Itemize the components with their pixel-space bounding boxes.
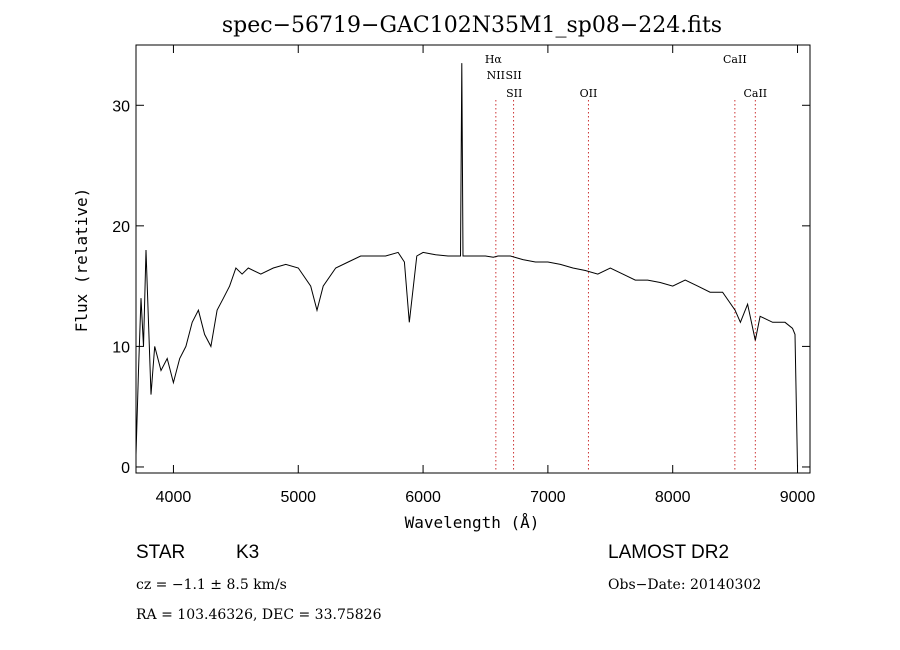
line-marker-label: CaII: [723, 53, 747, 66]
line-marker-label: NII: [487, 69, 505, 82]
redshift-text: cz = −1.1 ± 8.5 km/s: [136, 577, 287, 593]
x-axis-ticks: 4000 5000 6000 7000 8000 9000: [156, 45, 816, 506]
y-axis-label: Flux (relative): [72, 188, 91, 333]
y-tick-label: 30: [112, 98, 130, 115]
obs-date: Obs−Date: 20140302: [608, 577, 761, 593]
spectrum-line: [135, 63, 798, 468]
line-marker-label: SII: [505, 69, 521, 82]
object-subclass: K3: [236, 542, 259, 563]
plot-area: [135, 44, 811, 474]
y-tick-label: 0: [121, 460, 130, 477]
x-tick-label: 6000: [405, 489, 441, 506]
x-axis-label: Wavelength (Å): [405, 513, 540, 532]
emission-line-markers: Hα NII SII SII OII CaII CaII: [485, 53, 767, 471]
x-tick-label: 7000: [530, 489, 566, 506]
y-axis-ticks: 0 10 20 30: [112, 98, 810, 477]
x-tick-label: 9000: [780, 489, 816, 506]
line-marker-label: Hα: [485, 53, 503, 66]
x-tick-label: 4000: [156, 489, 192, 506]
y-tick-label: 20: [112, 219, 130, 236]
line-marker-label: OII: [580, 87, 598, 100]
y-tick-label: 10: [112, 339, 130, 356]
chart-title: spec−56719−GAC102N35M1_sp08−224.fits: [222, 13, 722, 38]
object-class: STAR: [136, 542, 185, 563]
survey-name: LAMOST DR2: [608, 542, 729, 563]
info-panel: STAR K3 LAMOST DR2 cz = −1.1 ± 8.5 km/s …: [136, 542, 761, 623]
line-marker-label: CaII: [743, 87, 767, 100]
coordinates: RA = 103.46326, DEC = 33.75826: [136, 607, 382, 623]
line-marker-label: SII: [506, 87, 522, 100]
x-tick-label: 5000: [280, 489, 316, 506]
plot-frame: [135, 44, 811, 474]
x-tick-label: 8000: [655, 489, 691, 506]
